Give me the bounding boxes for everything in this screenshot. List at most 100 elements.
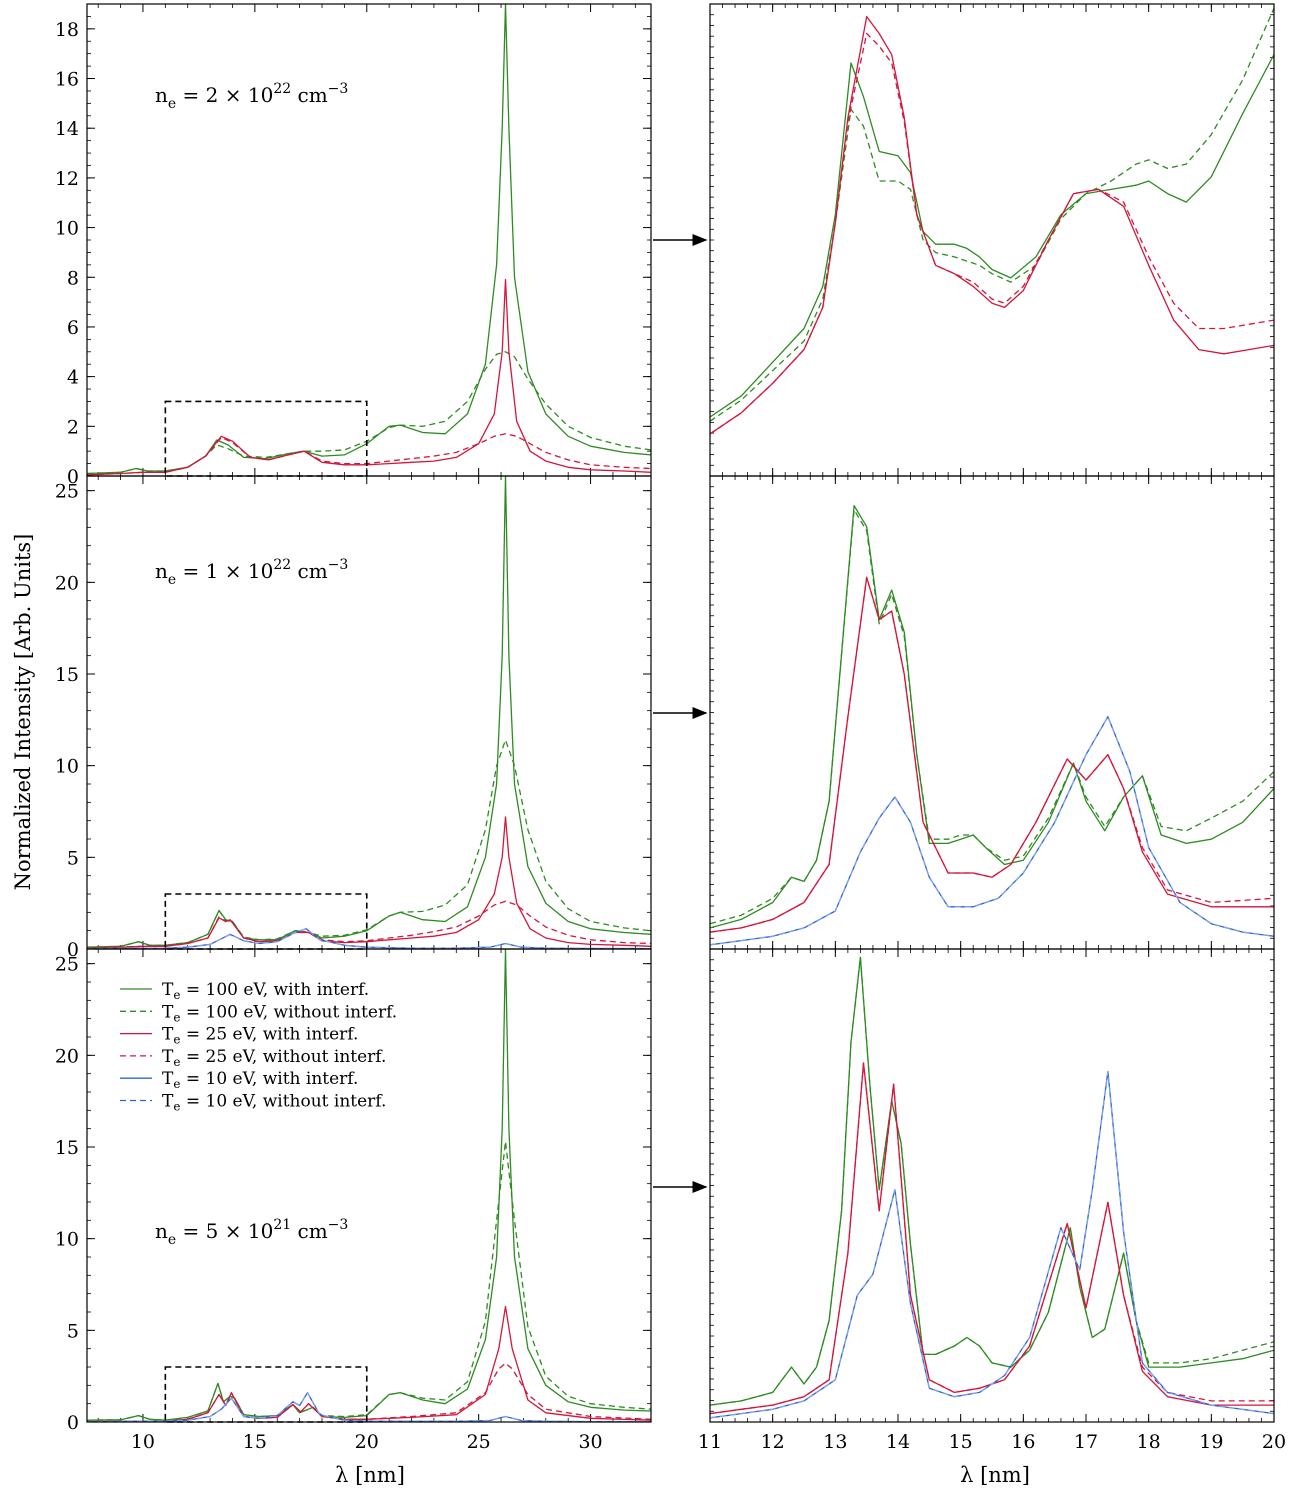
y-tick-label: 5 [67,1320,79,1342]
y-tick-label: 0 [67,1412,79,1434]
x-tick-label: 12 [761,1431,785,1453]
series-line-g100d [87,739,651,948]
y-tick-label: 12 [55,168,79,190]
legend-item: Te = 25 eV, with interf. [120,1025,358,1047]
series-group [710,956,1274,1419]
x-tick-label: 18 [1137,1431,1161,1453]
plot-frame [709,948,1275,1423]
legend-label: Te = 10 eV, without interf. [162,1092,386,1114]
x-axis-label-right: λ [nm] [960,1463,1030,1487]
series-line-g100 [87,476,651,948]
series-line-g100d [710,956,1274,1406]
zoom-region-box [164,400,368,477]
plot-frame [86,3,652,477]
series-line-r25d [87,1362,651,1422]
legend-label: Te = 25 eV, with interf. [162,1025,358,1047]
series-line-r25 [87,1305,651,1422]
series-line-g100 [710,504,1274,929]
series-line-r25d [710,1062,1274,1415]
series-line-g100 [710,956,1274,1406]
legend-item: Te = 100 eV, without interf. [120,1002,397,1024]
y-tick-label: 8 [67,267,79,289]
y-tick-label: 6 [67,317,79,339]
panel-left-middle: 0 5 10 15 20 25 ne = 1 × 1022 cm−3 [55,475,652,961]
series-line-r25 [87,816,651,949]
density-annotation: ne = 5 × 1021 cm−3 [155,1217,348,1248]
y-tick-label: 2 [67,416,79,438]
x-tick-label: 13 [823,1431,847,1453]
series-group [87,476,651,949]
series-line-b10 [87,1392,651,1422]
y-tick-label: 25 [55,481,79,503]
y-tick-label: 10 [55,756,79,778]
x-tick-label: 10 [131,1431,155,1453]
series-line-g100d [87,1140,651,1421]
legend-label: Te = 100 eV, without interf. [162,1002,397,1024]
minor-ticks [709,949,1275,1422]
legend: Te = 100 eV, with interf.Te = 100 eV, wi… [120,980,397,1114]
series-line-g100d [87,351,651,475]
y-tick-label: 0 [67,939,79,961]
y-axis-label: Normalized Intensity [Arb. Units] [11,534,35,891]
panel-right-bottom: 11 12 13 14 15 16 17 18 19 20 [698,948,1286,1453]
series-line-r25d [710,576,1274,933]
series-line-r25d [87,900,651,949]
density-annotation: ne = 2 × 1022 cm−3 [155,81,348,112]
series-line-r25 [87,279,651,476]
plot-frame [709,3,1275,477]
x-tick-label: 16 [1011,1431,1035,1453]
y-tick-label: 16 [55,69,79,91]
series-line-b10d [87,928,651,949]
series-line-b10d [710,716,1274,946]
plot-frame [86,948,652,1423]
legend-label: Te = 100 eV, with interf. [162,980,369,1002]
y-tick-label: 4 [67,367,79,389]
x-tick-label: 30 [578,1431,602,1453]
x-tick-label: 25 [467,1431,491,1453]
series-group [710,504,1274,946]
minor-ticks [87,3,651,477]
x-tick-label: 20 [1262,1431,1286,1453]
panel-right-middle [709,475,1275,950]
panel-left-bottom: 10 15 20 25 30 0 5 10 15 20 25 ne = 5 × 1021 cm−3 [55,948,652,1453]
series-line-g100 [87,4,651,475]
x-tick-label: 11 [698,1431,722,1453]
y-tick-label: 10 [55,1229,79,1251]
x-tick-label: 14 [886,1431,910,1453]
series-line-b10d [87,1392,651,1422]
y-tick-label: 20 [55,572,79,594]
series-line-g100d [710,509,1274,925]
series-line-b10d [710,1070,1274,1419]
series-line-r25 [710,15,1274,435]
x-tick-label: 20 [355,1431,379,1453]
plot-frame [86,475,652,950]
y-tick-label: 25 [55,954,79,976]
y-tick-label: 18 [55,19,79,41]
x-tick-label: 17 [1074,1431,1098,1453]
panel-left-top: 0 2 4 6 8 10 12 14 16 18 ne = 2 × 1022 cm−3 [55,3,652,488]
minor-ticks [709,4,1275,476]
series-group [710,7,1274,435]
series-group [87,4,651,476]
y-tick-label: 10 [55,218,79,240]
legend-label: Te = 10 eV, with interf. [162,1069,358,1091]
legend-item: Te = 10 eV, with interf. [120,1069,358,1091]
legend-item: Te = 100 eV, with interf. [120,980,369,1002]
x-tick-label: 15 [243,1431,267,1453]
y-tick-label: 5 [67,847,79,869]
x-tick-label: 15 [949,1431,973,1453]
y-tick-label: 15 [55,664,79,686]
legend-item: Te = 10 eV, without interf. [120,1092,386,1114]
series-line-r25d [710,32,1274,435]
y-tick-label: 14 [55,118,79,140]
zoom-region-box [164,893,368,950]
panel-right-top [709,3,1275,477]
series-group [87,949,651,1422]
zoom-region-box [164,1366,368,1423]
x-axis-label-left: λ [nm] [335,1463,405,1487]
legend-item: Te = 25 eV, without interf. [120,1047,386,1069]
series-line-b10 [710,716,1274,946]
density-annotation: ne = 1 × 1022 cm−3 [155,557,348,588]
minor-ticks [87,476,651,950]
